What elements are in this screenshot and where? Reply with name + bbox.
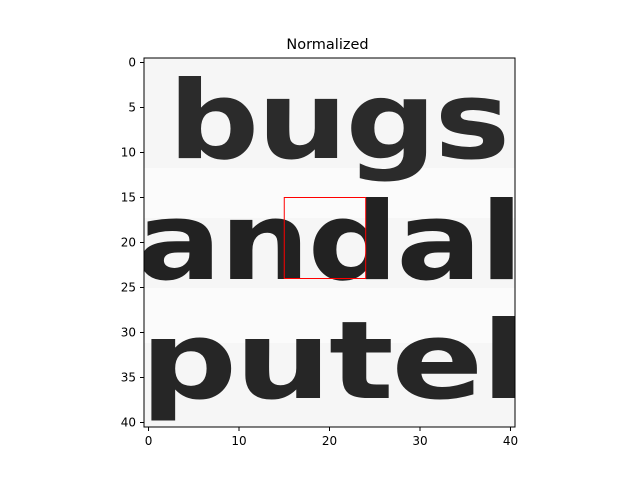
y-tick-label: 0	[128, 56, 136, 70]
x-tick-label: 20	[322, 434, 337, 448]
y-tick-label: 5	[128, 101, 136, 115]
x-axis: 0 10 20 30 40	[145, 427, 518, 448]
annotation-layer	[283, 197, 367, 279]
y-tick-label: 30	[121, 326, 136, 340]
y-axis: 0 5 10 15 20 25 30 35 40	[121, 56, 144, 430]
chart-title: Normalized	[286, 37, 368, 53]
heatmap-image: bugs andal putel	[136, 58, 525, 427]
x-tick-label: 30	[412, 434, 427, 448]
image-band-light	[144, 168, 515, 218]
image-band-light	[144, 288, 515, 343]
image-word: andal	[136, 180, 521, 305]
image-paper	[144, 58, 515, 427]
y-tick-label: 40	[121, 416, 136, 430]
y-tick-label: 15	[121, 191, 136, 205]
x-tick-label: 40	[503, 434, 518, 448]
y-tick-label: 25	[121, 281, 136, 295]
highlight-rectangle	[283, 197, 367, 279]
image-word: bugs	[168, 59, 508, 184]
y-tick-label: 20	[121, 236, 136, 250]
image-word: putel	[140, 299, 525, 424]
x-tick-label: 0	[145, 434, 153, 448]
y-tick-label: 35	[121, 371, 136, 385]
x-tick-label: 10	[231, 434, 246, 448]
y-tick-label: 10	[121, 146, 136, 160]
